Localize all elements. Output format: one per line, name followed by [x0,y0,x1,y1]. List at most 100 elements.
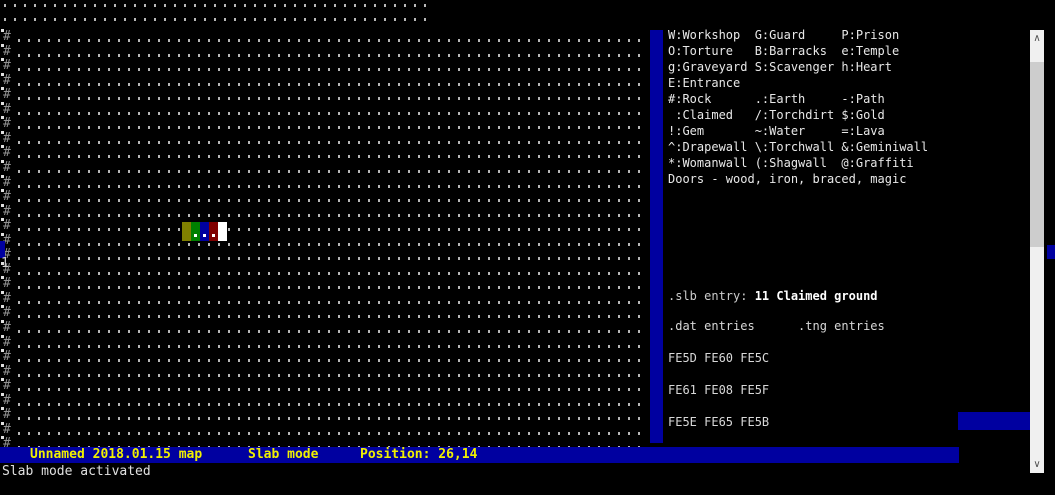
map-row-dots [18,111,648,115]
rock-char: # [3,261,11,277]
legend-line: #:Rock .:Earth -:Path [668,92,885,106]
map-gutter-dot [1,87,4,91]
map-row-dots [18,431,648,435]
map-row-dots [18,97,648,101]
rock-char: # [3,116,11,132]
map-gutter-dot [1,407,4,411]
map-row-dots [18,344,648,348]
rock-char: # [3,247,11,263]
map-row-dots [18,330,648,333]
status-bar: Unnamed 2018.01.15 map Slab mode Positio… [0,447,959,463]
cursor-block-olive [182,222,191,241]
map-gutter-dot [1,130,4,134]
rock-char: # [3,334,11,350]
map-grid[interactable]: # # # # # # # # # # # # # # # # # # # # # # # # # # # # # [0,0,650,447]
rock-char: # [3,159,11,175]
map-gutter-dot [1,378,4,382]
map-row-dots [18,213,648,217]
map-gutter-dot [1,320,4,323]
panel-divider [650,30,663,443]
rock-char: # [3,72,11,88]
map-row-dots [18,68,648,72]
rock-char: # [3,145,11,161]
rock-char: # [3,203,11,219]
map-gutter-dot [1,189,4,193]
map-row-dots [18,446,648,447]
rock-char: # [3,349,11,365]
map-row-dots [18,140,648,144]
scroll-down-button[interactable]: ∨ [1030,456,1044,473]
map-gutter-dot [1,436,4,440]
rock-char: # [3,290,11,306]
map-gutter-dot [1,363,4,367]
scrollbar[interactable]: ∧ ∨ [1030,30,1044,473]
map-row-dots [18,286,648,290]
map-gutter-dot [1,101,4,105]
status-mode: Slab mode [248,447,319,462]
rock-char: # [3,232,11,248]
map-gutter-dot [1,349,4,353]
rock-char: # [3,378,11,394]
rock-char: # [3,305,11,321]
rock-char: # [3,87,11,103]
right-edge-marker [1047,245,1055,259]
map-row-dots [18,82,648,86]
thing-dot [203,234,206,237]
legend-line: Doors - wood, iron, braced, magic [668,172,907,186]
cursor-block-green [191,222,200,241]
message-line: Slab mode activated [2,464,151,479]
map-gutter-dot [1,232,4,236]
legend-line: !:Gem ~:Water =:Lava [668,124,885,138]
map-gutter-dot [1,334,4,338]
rock-char: # [3,436,11,447]
scroll-up-button[interactable]: ∧ [1030,30,1044,47]
selection-highlight [958,412,1030,430]
map-row-dots [18,169,648,173]
rock-char: # [3,218,11,234]
map-row-dots [18,199,648,203]
map-row-dots [18,417,648,421]
map-gutter-dot [1,218,4,222]
map-row-dots [18,373,648,377]
rock-char: # [3,29,11,44]
entry-row: FE61 FE08 FE5F [668,383,770,397]
map-row-dots [18,39,648,42]
map-row-dots [18,359,648,363]
rock-char: # [3,174,11,190]
map-row-label: 1 [1,256,9,271]
rock-char: # [3,421,11,437]
map-row-dots [18,242,648,246]
status-position: Position: 26,14 [360,447,478,462]
rock-char: # [3,58,11,74]
legend-line: W:Workshop G:Guard P:Prison [668,28,900,42]
map-gutter-dot [1,261,4,265]
map-row-dots [18,257,648,261]
map-gutter-dot [1,392,4,396]
cursor-block-blue [200,222,209,241]
rock-char: # [3,101,11,117]
thing-dot [194,234,197,237]
entries-columns-header: .dat entries .tng entries [668,319,885,333]
map-row-dots [4,18,434,21]
rock-char: # [3,392,11,408]
map-gutter-dot [1,43,4,47]
scroll-thumb[interactable] [1030,62,1044,247]
rock-char: # [3,130,11,146]
map-gutter-dot [1,421,4,425]
map-row-dots [18,388,648,392]
slb-entry-line: .slb entry: 11 Claimed ground [668,288,878,304]
cursor-highlight [182,222,227,241]
rock-char: # [3,43,11,59]
map-row-dots [18,155,648,159]
map-gutter-dot [1,305,4,309]
slb-entry-label: .slb entry: [668,289,755,303]
rock-char: # [3,407,11,423]
slb-entry-value: 11 Claimed ground [754,289,878,303]
rock-char: # [3,189,11,205]
cursor-block-white [218,222,227,241]
map-gutter-dot [1,203,4,207]
status-map-name: Unnamed 2018.01.15 map [30,447,203,462]
legend-line: ^:Drapewall \:Torchwall &:Geminiwall [668,140,929,154]
map-gutter-dot [1,145,4,149]
